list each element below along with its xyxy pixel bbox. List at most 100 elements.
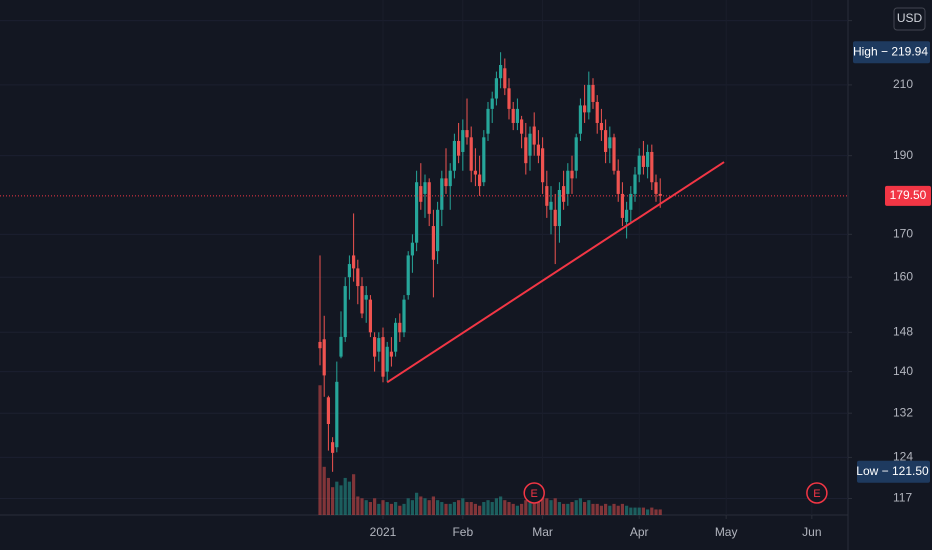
earnings-label: E	[531, 488, 538, 500]
volume-bar	[553, 498, 557, 515]
volume-bar	[360, 498, 364, 515]
candle-body	[562, 186, 566, 202]
candle-body	[511, 108, 515, 123]
volume-bar	[511, 503, 515, 515]
volume-bar	[478, 505, 482, 515]
candle-body	[507, 88, 511, 109]
volume-bar	[507, 502, 511, 515]
y-tick-label: 190	[893, 148, 913, 162]
volume-bar	[604, 503, 608, 515]
candle-body	[473, 170, 478, 175]
candle-body	[650, 151, 654, 183]
volume-bar	[520, 503, 524, 515]
volume-bar	[322, 466, 326, 515]
volume-bar	[364, 500, 368, 515]
candles	[318, 52, 662, 472]
volume-bar	[524, 500, 528, 515]
volume-bar	[326, 477, 331, 515]
volume-bar	[356, 496, 360, 515]
candle-body	[629, 193, 633, 210]
volume-bar	[532, 498, 536, 515]
volume-bar	[658, 509, 662, 515]
candle-body	[373, 337, 377, 357]
x-tick-label: May	[715, 525, 738, 539]
axes: 1171241321401481601701902102302021FebMar…	[370, 7, 931, 539]
volume-bar	[444, 503, 448, 515]
candle-body	[604, 130, 608, 152]
x-tick-label: Apr	[630, 525, 649, 539]
volume-bar	[465, 502, 469, 515]
candle-body	[494, 78, 499, 99]
candle-body	[452, 140, 457, 171]
candle-body	[431, 226, 436, 260]
volume-bar	[587, 500, 591, 515]
currency-box	[893, 7, 926, 31]
candle-body	[436, 209, 440, 252]
candle-body	[515, 108, 520, 123]
grid	[0, 20, 848, 499]
candle-body	[381, 337, 385, 377]
volume-bar	[410, 500, 415, 515]
volume-bar	[402, 503, 406, 515]
candle-body	[536, 144, 541, 156]
volume-bar	[541, 496, 545, 515]
candle-body	[394, 322, 398, 352]
volume-bar	[595, 503, 599, 515]
candle-body	[402, 299, 406, 333]
volume-bar	[419, 496, 423, 515]
candle-body	[410, 242, 415, 256]
volume-bar	[381, 500, 385, 515]
candle-body	[448, 170, 452, 187]
candle-body	[347, 264, 352, 278]
volume-pane	[318, 385, 662, 515]
volume-bar	[503, 500, 507, 515]
trend-line	[386, 161, 725, 384]
candle-body	[322, 339, 326, 376]
volume-bar	[650, 507, 654, 515]
volume-bar	[486, 500, 490, 515]
candle-body	[490, 98, 494, 109]
volume-bar	[494, 498, 499, 515]
volume-bar	[528, 502, 532, 515]
y-tick-label: 148	[893, 324, 913, 338]
candle-body	[524, 137, 528, 164]
y-tick-label: 160	[893, 269, 913, 283]
volume-bar	[347, 481, 352, 515]
candle-body	[360, 286, 364, 314]
last-price-box	[885, 185, 931, 206]
volume-bar	[457, 500, 461, 515]
candle-body	[352, 255, 356, 269]
volume-bar	[377, 503, 381, 515]
volume-bar	[473, 503, 478, 515]
volume-bar	[373, 498, 377, 515]
candle-body	[419, 186, 423, 202]
candle-body	[461, 130, 465, 152]
volume-bar	[406, 498, 410, 515]
candle-body	[570, 170, 574, 179]
volume-bar	[574, 500, 578, 515]
low-marker-box	[857, 460, 930, 483]
candle-body	[641, 155, 646, 167]
volume-bar	[368, 502, 373, 515]
volume-bar	[398, 505, 402, 515]
candle-body	[356, 268, 360, 287]
volume-bar	[469, 502, 473, 515]
candle-body	[566, 170, 570, 194]
candle-body	[364, 295, 368, 300]
candle-body	[599, 122, 604, 131]
volume-bar	[335, 481, 339, 515]
y-tick-label: 117	[893, 491, 912, 505]
volume-bar	[646, 509, 650, 515]
candle-body	[318, 341, 322, 349]
volume-bar	[608, 505, 612, 515]
volume-bar	[452, 502, 457, 515]
candle-body	[541, 148, 545, 183]
volume-bar	[461, 498, 465, 515]
candle-body	[326, 397, 331, 424]
candle-body	[331, 442, 335, 453]
volume-bar	[633, 507, 637, 515]
volume-bar	[612, 503, 616, 515]
candle-body	[335, 381, 339, 448]
